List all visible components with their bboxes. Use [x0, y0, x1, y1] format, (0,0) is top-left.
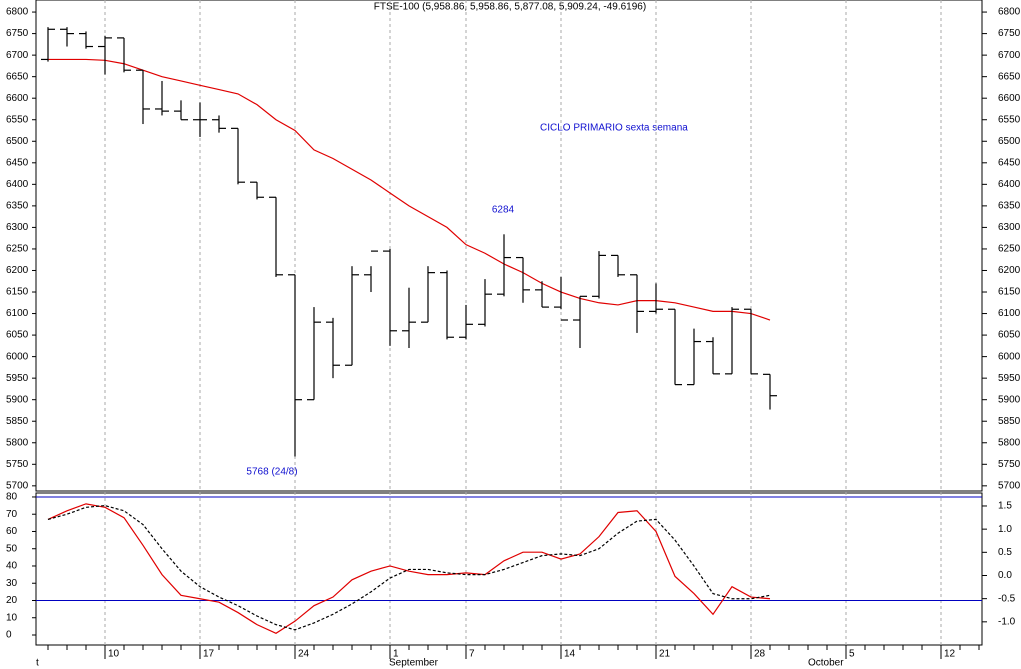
y-tick-label: 6200: [6, 265, 29, 276]
x-tick-label: 28: [754, 649, 766, 660]
y-tick-label: 6700: [6, 50, 29, 61]
y-tick-label: 6250: [998, 244, 1021, 255]
x-tick-label: 14: [564, 649, 576, 660]
y-tick-label: 6300: [6, 222, 29, 233]
y2-tick-label: -0.5: [998, 593, 1016, 604]
y-tick-label: 6600: [998, 93, 1021, 104]
annotation: 5768 (24/8): [246, 467, 297, 478]
y-tick-label: 6300: [998, 222, 1021, 233]
y2-tick-label: 0.0: [998, 570, 1012, 581]
x-tick-label: 24: [298, 649, 310, 660]
annotation: CICLO PRIMARIO sexta semana: [540, 123, 688, 134]
y-tick-label: 5800: [6, 437, 29, 448]
month-label: t: [36, 658, 39, 669]
y-tick-label: 6650: [998, 71, 1021, 82]
x-tick-label: 7: [469, 649, 475, 660]
y-tick-label: 6150: [6, 287, 29, 298]
y-tick-label: 6800: [998, 7, 1021, 18]
y-tick-label: 50: [6, 543, 18, 554]
x-tick-label: 12: [944, 649, 956, 660]
oscillator-line: [47, 503, 771, 634]
y-tick-label: 6350: [6, 201, 29, 212]
y-tick-label: 60: [6, 526, 18, 537]
y-tick-label: 6600: [6, 93, 29, 104]
y-tick-label: 6050: [998, 330, 1021, 341]
y-tick-label: 6550: [998, 114, 1021, 125]
y-tick-label: 70: [6, 509, 18, 520]
y-tick-label: 6700: [998, 50, 1021, 61]
y-tick-label: 6000: [998, 351, 1021, 362]
y-tick-label: 5950: [6, 373, 29, 384]
y-tick-label: 5900: [6, 394, 29, 405]
y-tick-label: 6400: [6, 179, 29, 190]
y-tick-label: 6100: [998, 308, 1021, 319]
y-tick-label: 40: [6, 561, 18, 572]
y-tick-label: 30: [6, 578, 18, 589]
y-tick-label: 5750: [998, 459, 1021, 470]
y-tick-label: 6350: [998, 201, 1021, 212]
y-tick-label: 5850: [998, 416, 1021, 427]
y-tick-label: 6200: [998, 265, 1021, 276]
y-tick-label: 6050: [6, 330, 29, 341]
y-tick-label: 5950: [998, 373, 1021, 384]
month-label: October: [808, 658, 844, 669]
x-tick-label: 1: [393, 649, 399, 660]
y-tick-label: 6100: [6, 308, 29, 319]
x-tick-label: 17: [203, 649, 215, 660]
y-tick-label: 6450: [6, 157, 29, 168]
y-tick-label: 6750: [6, 28, 29, 39]
y-tick-label: 6750: [998, 28, 1021, 39]
y-tick-label: 5800: [998, 437, 1021, 448]
y-tick-label: 6150: [998, 287, 1021, 298]
x-tick-label: 10: [108, 649, 120, 660]
x-tick-label: 21: [659, 649, 671, 660]
x-tick-label: 5: [849, 649, 855, 660]
panel-frame: [35, 0, 983, 492]
y-tick-label: 6450: [998, 157, 1021, 168]
oscillator-line: [47, 504, 771, 631]
y-tick-label: 6250: [6, 244, 29, 255]
moving-average: [48, 58, 771, 321]
y-tick-label: 80: [6, 492, 18, 503]
y-tick-label: 20: [6, 595, 18, 606]
panel-frame: [35, 492, 983, 646]
y2-tick-label: -1.0: [998, 616, 1016, 627]
y-tick-label: 6650: [6, 71, 29, 82]
y-tick-label: 6500: [998, 136, 1021, 147]
y-tick-label: 5750: [6, 459, 29, 470]
y-tick-label: 10: [6, 612, 18, 623]
y-tick-label: 5850: [6, 416, 29, 427]
y-tick-label: 5700: [6, 480, 29, 491]
y-tick-label: 6550: [6, 114, 29, 125]
y-tick-label: 5700: [998, 480, 1021, 491]
month-label: September: [389, 658, 439, 669]
y2-tick-label: 1.0: [998, 524, 1012, 535]
y-tick-label: 6000: [6, 351, 29, 362]
y2-tick-label: 0.5: [998, 547, 1012, 558]
y2-tick-label: 1.5: [998, 501, 1012, 512]
y-tick-label: 6500: [6, 136, 29, 147]
y-tick-label: 0: [6, 630, 12, 641]
chart-title: FTSE-100 (5,958.86, 5,958.86, 5,877.08, …: [374, 2, 646, 13]
y-tick-label: 6400: [998, 179, 1021, 190]
annotation: 6284: [492, 205, 515, 216]
y-tick-label: 5900: [998, 394, 1021, 405]
y-tick-label: 6800: [6, 7, 29, 18]
